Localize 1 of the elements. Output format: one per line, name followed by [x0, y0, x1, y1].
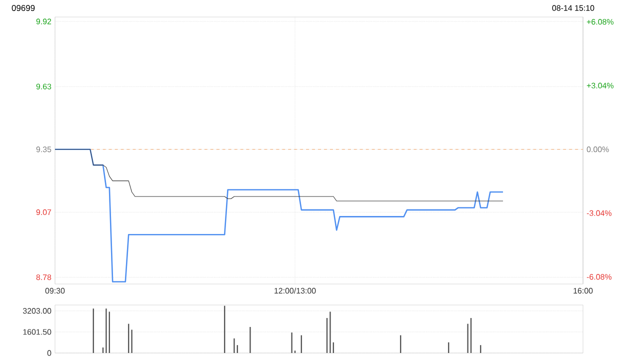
chart-title: 09699 [12, 5, 35, 11]
